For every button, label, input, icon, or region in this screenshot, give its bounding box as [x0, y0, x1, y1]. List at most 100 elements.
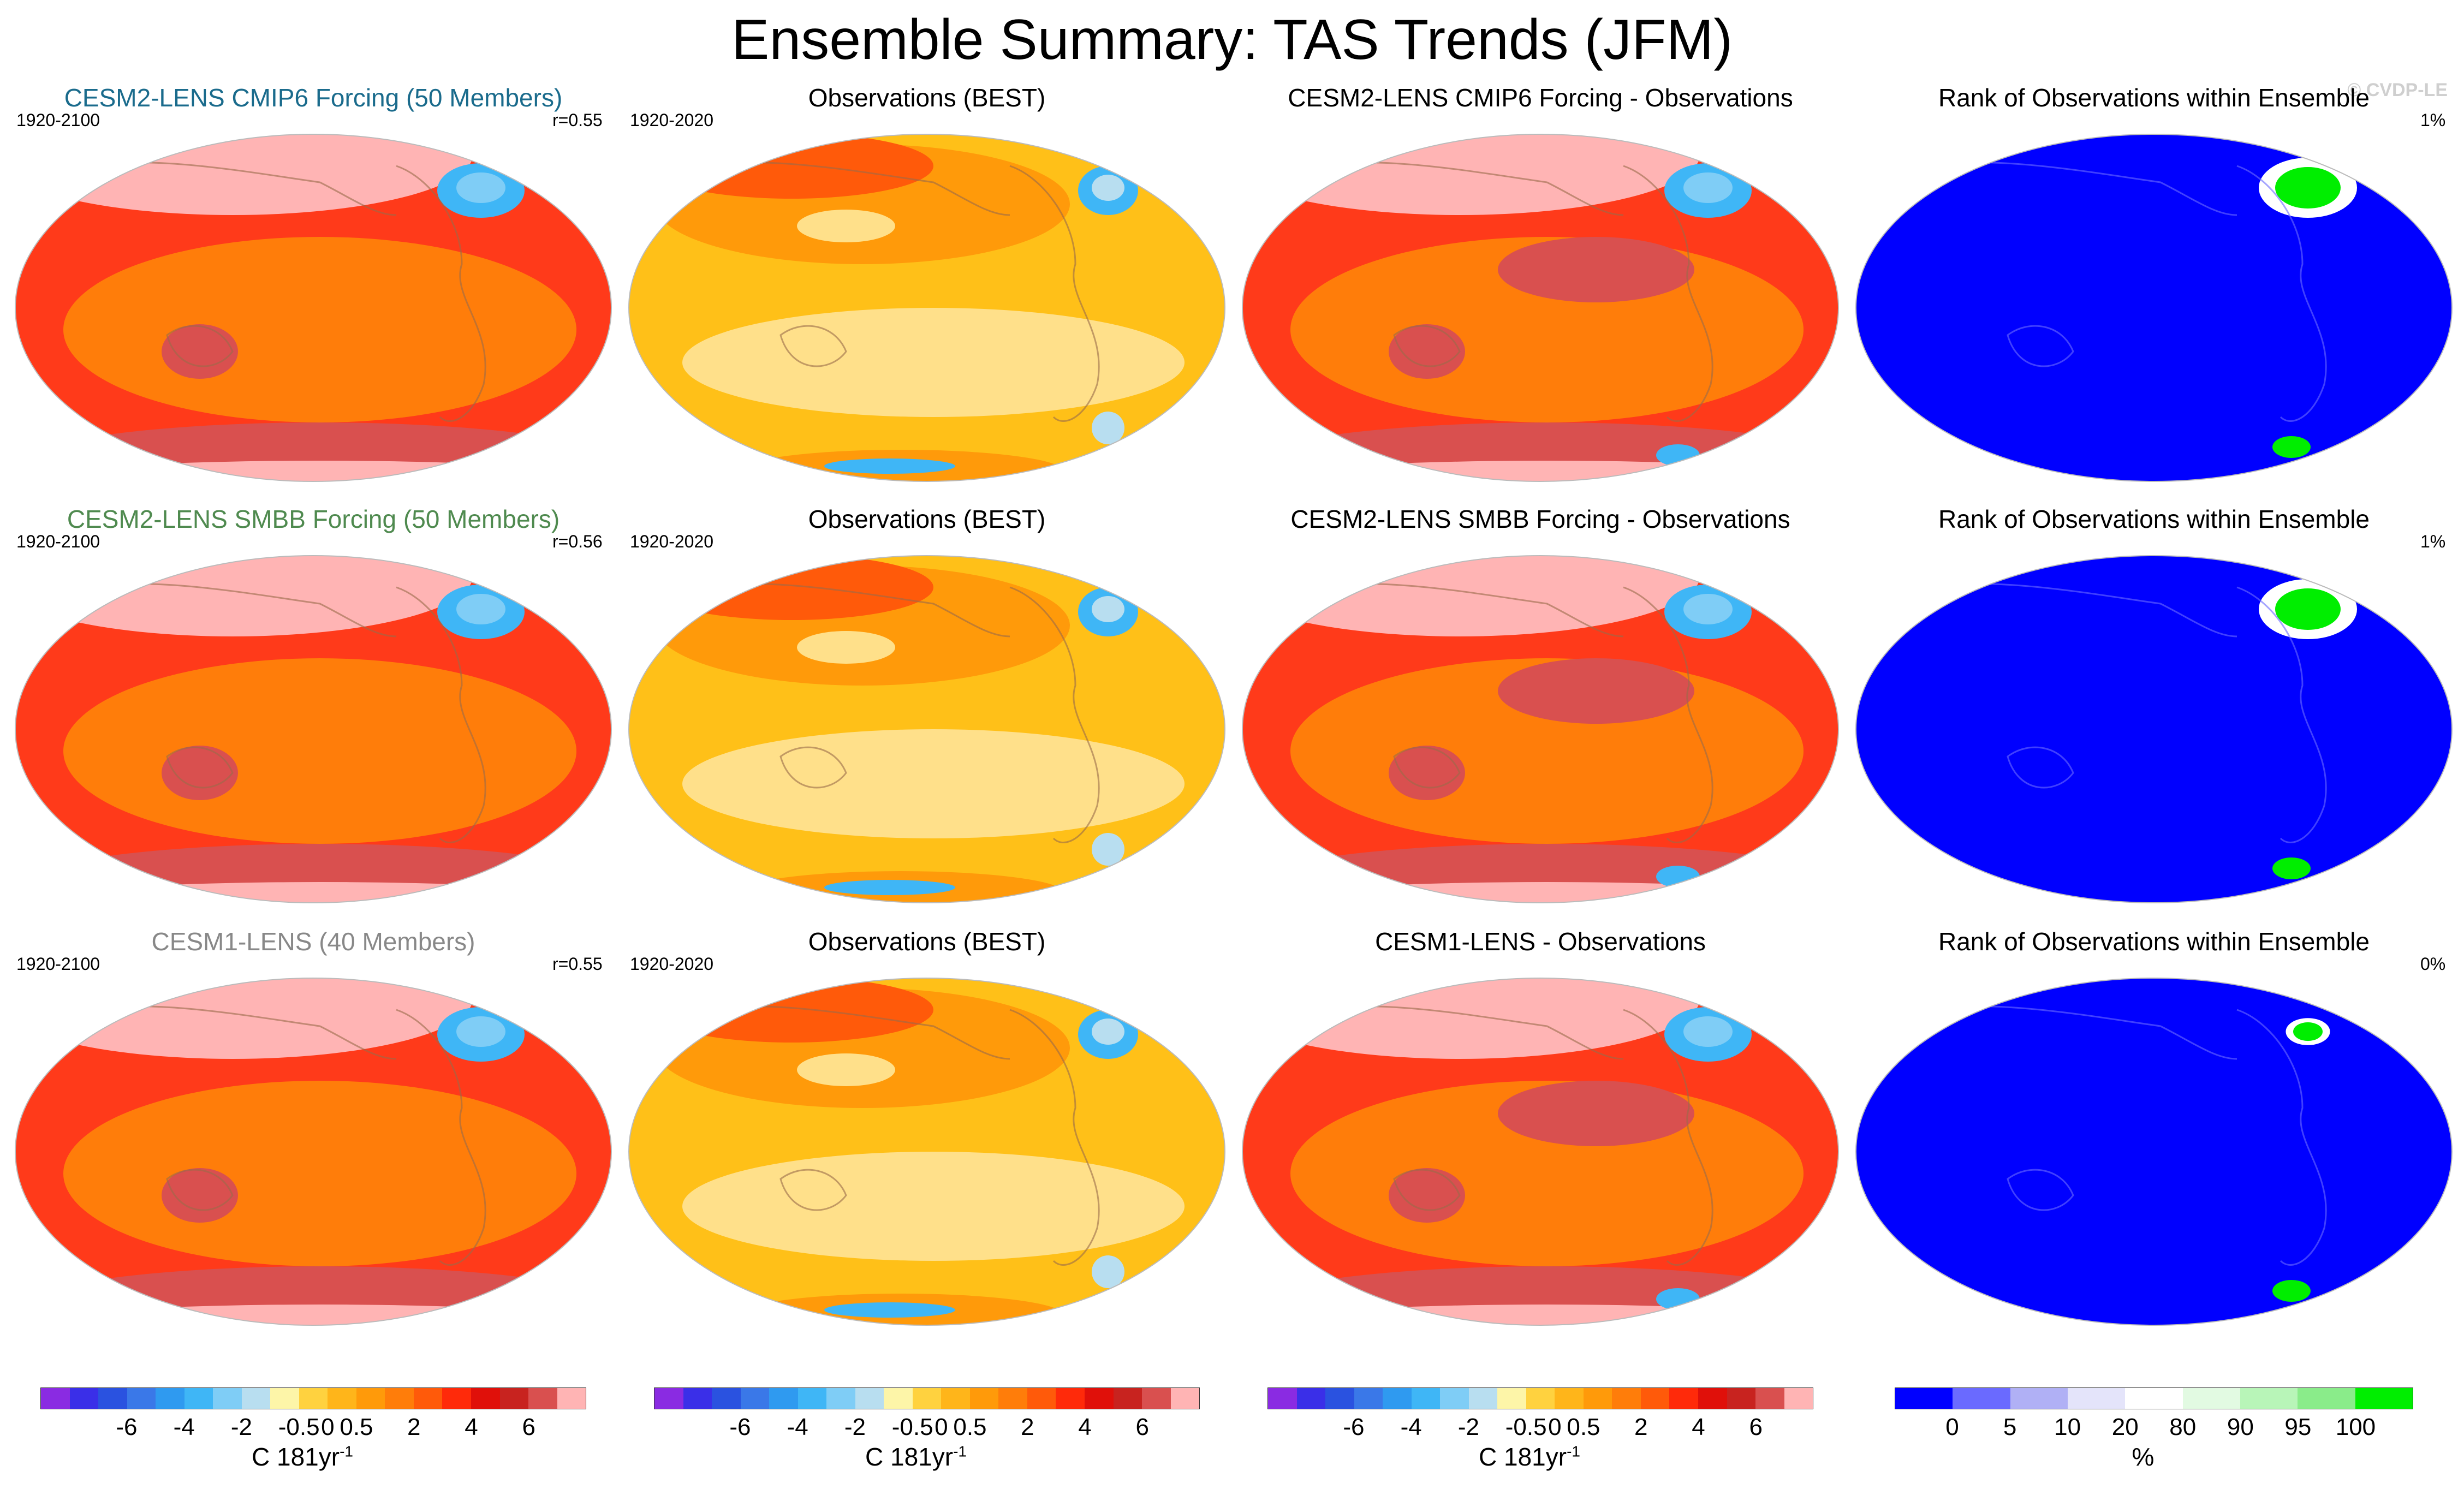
field-antarctic	[1242, 1305, 1838, 1325]
colorbar-tick: 0	[1945, 1414, 1959, 1440]
field-north-atlantic-core	[456, 172, 505, 203]
colorbar-swatch	[1526, 1388, 1555, 1409]
colorbar-swatch	[2298, 1388, 2355, 1409]
colorbar-tick: 10	[2054, 1414, 2081, 1440]
field-tropics	[63, 658, 576, 844]
colorbar-swatch	[1296, 1388, 1326, 1409]
rank-percent: 1%	[2420, 532, 2446, 551]
field-arctic	[15, 134, 473, 215]
period-label: 1920-2020	[630, 954, 714, 974]
panel-title: CESM2-LENS SMBB Forcing - Observations	[1290, 505, 1790, 533]
field-north-atlantic-core	[1683, 172, 1733, 203]
colorbar-swatch	[69, 1388, 99, 1409]
field-australia	[162, 746, 238, 800]
colorbar-swatch	[1784, 1388, 1813, 1409]
field-arctic	[15, 978, 473, 1059]
colorbar-swatch	[740, 1388, 770, 1409]
field-southern-cold	[1656, 444, 1700, 466]
colorbar-swatch	[969, 1388, 999, 1409]
correlation-label: r=0.55	[552, 954, 603, 974]
colorbar-swatch	[2182, 1388, 2240, 1409]
colorbar-swatch	[1027, 1388, 1056, 1409]
field-rank-green	[2275, 588, 2341, 630]
colorbar-swatch	[1056, 1388, 1085, 1409]
panel-title: Observations (BEST)	[808, 84, 1046, 112]
rank-map-row2	[1855, 555, 2453, 903]
colorbar-unit-exponent: -1	[953, 1443, 967, 1460]
colorbar-swatch	[184, 1388, 213, 1409]
colorbar-swatch	[127, 1388, 156, 1409]
field-rank-green-south	[2272, 436, 2311, 458]
field-australia	[162, 1168, 238, 1223]
colorbar-swatch	[356, 1388, 385, 1409]
colorbar-swatch	[241, 1388, 271, 1409]
correlation-label: r=0.55	[552, 110, 603, 130]
colorbar-unit: C 181yr	[865, 1443, 954, 1471]
colorbar-swatch	[769, 1388, 798, 1409]
colorbar-swatch	[328, 1388, 356, 1409]
panel-title: CESM2-LENS SMBB Forcing (50 Members)	[67, 505, 560, 533]
colorbar-swatch	[1084, 1388, 1114, 1409]
colorbar-tick: 6	[1135, 1414, 1149, 1440]
field-south-atlantic	[1092, 412, 1124, 444]
field-rank-green-south	[2272, 1280, 2311, 1302]
colorbar-tick: 2	[1634, 1414, 1648, 1440]
field-australia	[162, 324, 238, 379]
field-antarctic-cold	[824, 1302, 955, 1318]
field-south-pacific	[682, 308, 1185, 417]
watermark: © CVDP-LE	[2347, 80, 2448, 100]
colorbar-tick: 100	[2335, 1414, 2376, 1440]
field-tropics	[63, 1081, 576, 1266]
colorbar-swatch	[826, 1388, 855, 1409]
field-antarctic	[15, 461, 611, 481]
field-antarctic	[1242, 461, 1838, 481]
field-southern-cold	[1656, 866, 1700, 888]
field-north-atlantic-core	[1092, 596, 1124, 622]
field-antarctic-cold	[824, 458, 955, 474]
colorbar-swatch	[941, 1388, 970, 1409]
field-arctic	[1242, 978, 1700, 1059]
field-north-pacific	[797, 631, 895, 664]
colorbar-swatch	[884, 1388, 913, 1409]
colorbar-swatch	[1583, 1388, 1612, 1409]
field-south-pacific	[682, 1152, 1185, 1261]
colorbar-swatch	[1555, 1388, 1584, 1409]
colorbar-swatch	[499, 1388, 529, 1409]
colorbar-tick: -6	[1343, 1414, 1365, 1440]
colorbar-unit-exponent: -1	[1567, 1443, 1580, 1460]
colorbar-tick: 2	[407, 1414, 421, 1440]
colorbar-swatch	[557, 1388, 586, 1409]
colorbar-swatch	[1170, 1388, 1200, 1409]
colorbar-swatch	[299, 1388, 328, 1409]
model-map-row3	[15, 978, 612, 1326]
colorbar-tick: 0	[321, 1414, 335, 1440]
colorbar-unit: C 181yr	[1479, 1443, 1567, 1471]
colorbar-tick: -0.5	[278, 1414, 320, 1440]
field-north-atlantic-core	[456, 1016, 505, 1047]
colorbar-tick: -0.5	[891, 1414, 933, 1440]
colorbar-swatch	[683, 1388, 712, 1409]
main-title: Ensemble Summary: TAS Trends (JFM)	[731, 8, 1733, 72]
colorbar-swatch	[1383, 1388, 1412, 1409]
colorbar-tick: 4	[1692, 1414, 1705, 1440]
colorbar-tick: 0	[935, 1414, 948, 1440]
field-north-atlantic-core	[456, 594, 505, 624]
colorbar-unit: C 181yr	[252, 1443, 340, 1471]
rank-percent: 0%	[2420, 954, 2446, 974]
colorbar-swatch	[413, 1388, 443, 1409]
diff-map-row1	[1242, 134, 1839, 482]
colorbar-swatch	[1953, 1388, 2010, 1409]
correlation-label: r=0.56	[552, 532, 603, 551]
colorbar-swatch	[1411, 1388, 1441, 1409]
field-eurasia	[650, 134, 933, 199]
colorbar-unit: %	[2132, 1443, 2154, 1471]
colorbar-tick: -0.5	[1505, 1414, 1547, 1440]
model-map-row1	[15, 134, 612, 482]
field-australia	[1389, 324, 1465, 379]
colorbar-tick: -2	[1457, 1414, 1479, 1440]
obs-map-row1	[628, 134, 1225, 482]
rank-colorbar-label: %	[2132, 1442, 2154, 1472]
colorbar-unit-exponent: -1	[340, 1443, 353, 1460]
field-south-atlantic	[1092, 833, 1124, 866]
field-arctic	[1242, 134, 1700, 215]
